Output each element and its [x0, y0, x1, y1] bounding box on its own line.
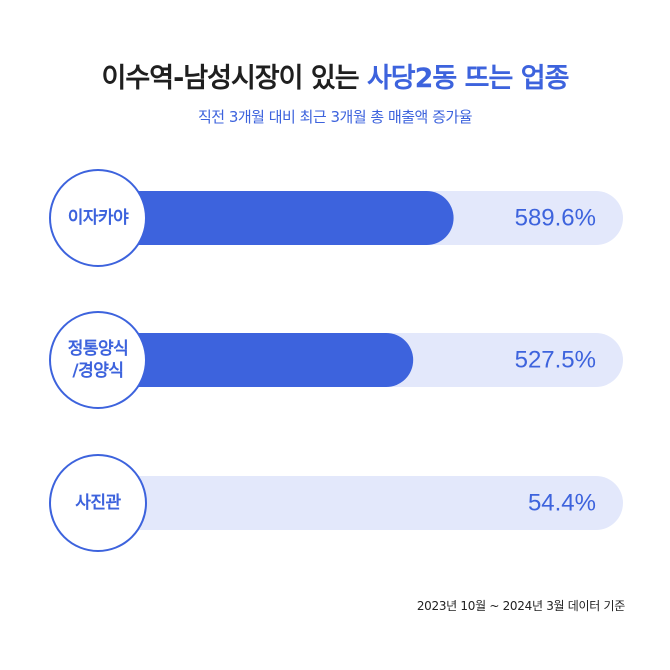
chart-title: 이수역-남성시장이 있는 사당2동 뜨는 업종	[0, 56, 670, 95]
category-circle	[49, 311, 147, 409]
chart-subtitle: 직전 3개월 대비 최근 3개월 총 매출액 증가율	[197, 108, 473, 126]
data-period-footnote: 2023년 10월 ~ 2024년 3월 데이터 기준	[416, 599, 625, 613]
category-circle	[49, 169, 147, 267]
value-label: 54.4%	[528, 490, 596, 517]
category-label: 이자카야	[68, 208, 129, 228]
category-label: /경양식	[72, 361, 123, 381]
bar-track	[70, 476, 623, 530]
title-prefix: 이수역-남성시장이 있는	[101, 63, 360, 94]
value-label: 589.6%	[515, 205, 596, 232]
bar	[70, 333, 414, 387]
bar	[70, 191, 454, 245]
value-label: 527.5%	[515, 347, 596, 374]
title-highlight: 사당2동 뜨는 업종	[366, 63, 569, 94]
category-circle	[49, 454, 147, 552]
category-label: 정통양식	[68, 339, 129, 359]
category-label: 사진관	[75, 493, 121, 513]
